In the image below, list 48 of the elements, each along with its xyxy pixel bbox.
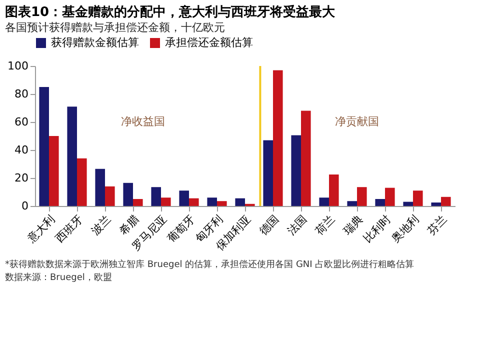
bar	[49, 136, 59, 206]
y-tick-label: 60	[14, 116, 28, 128]
legend-label: 承担偿还金额估算	[165, 36, 253, 49]
bar	[77, 158, 87, 206]
annotation: 净贡献国	[335, 115, 379, 128]
bar	[403, 202, 413, 206]
bar	[301, 110, 311, 206]
bar	[179, 190, 189, 206]
bar	[357, 187, 367, 206]
x-tick-label: 芬兰	[424, 212, 450, 238]
bar	[431, 202, 441, 206]
bar	[161, 198, 171, 206]
y-tick-label: 0	[22, 200, 28, 212]
x-tick-label: 德国	[256, 212, 282, 238]
bar	[385, 188, 395, 206]
y-tick-label: 20	[14, 172, 28, 184]
chart-title: 图表10：基金赠款的分配中，意大利与西班牙将受益最大	[5, 4, 336, 20]
bar	[273, 70, 283, 206]
bar	[329, 174, 339, 206]
bar	[133, 199, 143, 206]
x-tick-label: 荷兰	[312, 212, 338, 238]
legend-label: 获得赠款金额估算	[51, 36, 139, 49]
bar	[263, 140, 273, 206]
bar	[319, 198, 329, 206]
bar	[291, 135, 301, 206]
x-tick-label: 法国	[284, 212, 310, 238]
bar	[105, 186, 115, 206]
y-tick-label: 80	[14, 88, 28, 100]
bar	[151, 187, 161, 206]
source-note: 数据来源：Bruegel，欧盟	[5, 272, 112, 283]
bar	[235, 198, 245, 206]
bar	[67, 106, 77, 206]
bar	[189, 198, 199, 206]
bar	[413, 190, 423, 206]
bar	[123, 182, 133, 206]
bar	[375, 199, 385, 206]
bar	[39, 87, 49, 206]
y-tick-label: 40	[14, 144, 28, 156]
text: *获得赠款数据来源于欧洲独立智库 Bruegel 的估算，承担偿还使用各国 GNI 占欧盟比例进行粗略估算	[5, 259, 414, 270]
bar	[95, 168, 105, 206]
y-tick-label: 100	[8, 60, 28, 72]
x-tick-label: 波兰	[88, 212, 114, 238]
annotation: 净收益国	[120, 115, 165, 128]
bar	[207, 198, 217, 206]
bar	[347, 201, 357, 206]
bar	[217, 201, 227, 206]
bar	[441, 196, 451, 206]
chart-subtitle: 各国预计获得赠款与承担偿还金额，十亿欧元	[5, 21, 225, 34]
